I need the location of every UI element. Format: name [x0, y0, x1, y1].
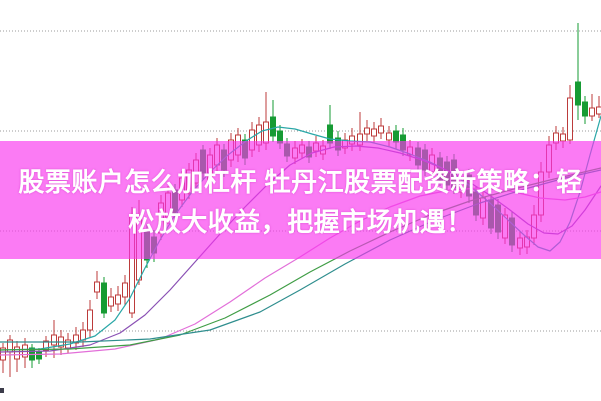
candle-up	[386, 132, 392, 141]
candle-up	[94, 281, 100, 293]
candle-up	[43, 340, 49, 351]
candle-down	[270, 116, 276, 137]
candle-up	[80, 329, 86, 341]
candle-down	[575, 81, 581, 106]
promo-banner: 股票账户怎么加杠杆 牡丹江股票配资新策略：轻 松放大收益，把握市场机遇！	[0, 141, 601, 259]
candle-up	[108, 296, 114, 307]
candle-up	[560, 133, 566, 142]
candle-down	[582, 101, 588, 117]
banner-headline-line1: 股票账户怎么加杠杆 牡丹江股票配资新策略：轻	[18, 167, 583, 197]
candle-up	[51, 334, 57, 346]
candle-up	[567, 97, 573, 141]
banner-headline-line2: 松放大收益，把握市场机遇！	[128, 207, 473, 237]
candle-up	[115, 294, 121, 305]
candle-up	[122, 282, 128, 298]
cropped-label-artifact	[0, 388, 4, 393]
candle-up	[0, 347, 6, 361]
candle-up	[364, 127, 370, 135]
candle-down	[101, 282, 107, 314]
candle-up	[371, 128, 377, 137]
candle-down	[36, 351, 42, 360]
candle-up	[378, 125, 384, 134]
candle-up	[596, 106, 601, 115]
candle-up	[73, 334, 79, 344]
candle-up	[589, 107, 595, 117]
candle-up	[14, 346, 20, 360]
candle-up	[87, 309, 93, 331]
candle-up	[263, 121, 269, 144]
